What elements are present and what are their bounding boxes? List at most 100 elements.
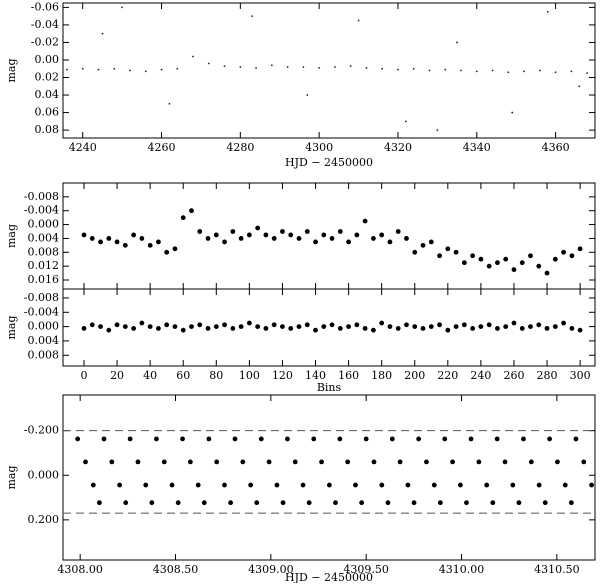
data-point [428,239,434,245]
data-point [470,253,476,259]
x-tick-label: 180 [371,369,392,382]
data-point [428,324,434,330]
data-point [296,324,302,330]
data-point [296,236,302,241]
data-point [573,436,579,442]
data-point [195,482,201,488]
data-point [456,41,458,44]
data-point [404,322,409,328]
data-point [122,324,128,330]
data-point [478,324,484,330]
data-point [424,459,429,465]
data-point [214,459,220,465]
data-point [333,500,338,506]
data-point [349,65,352,68]
data-point [304,322,310,328]
x-tick-label: 0 [81,369,88,382]
data-point [172,246,178,252]
data-point [123,500,129,506]
data-point [552,324,558,330]
y-tick-label: -0.008 [24,291,59,304]
data-point [205,236,211,241]
data-point [83,459,88,465]
data-point [502,459,508,465]
data-point [491,69,494,72]
data-point [251,15,254,18]
data-point [280,229,285,234]
y-tick-label: -0.06 [31,0,59,13]
data-point [589,482,594,488]
data-point [470,325,476,331]
data-point [131,232,137,238]
data-point [313,327,318,333]
data-point [387,239,393,245]
data-point [457,482,463,488]
data-point [464,500,469,506]
data-point [395,229,401,234]
data-point [144,70,147,73]
x-tick-label: 4309.00 [248,563,294,576]
data-point [176,67,179,70]
x-tick-label: 260 [503,369,524,382]
data-point [397,68,399,71]
data-point [444,68,447,71]
data-point [285,436,290,442]
data-point [453,249,459,255]
data-point [577,246,583,252]
data-point [255,66,257,69]
data-point [232,436,238,442]
data-point [205,325,211,331]
data-point [306,94,309,96]
data-point [581,459,587,465]
data-point [450,459,455,465]
data-point [321,324,327,330]
data-point [318,66,321,69]
plot-frame [62,182,596,290]
data-point [129,69,131,72]
x-tick-label: 4340 [463,141,491,154]
data-point [81,232,87,238]
x-tick-label: 140 [305,369,326,382]
data-point [292,459,298,465]
data-point [516,500,522,506]
data-point [586,72,589,75]
x-tick-label: 280 [537,369,558,382]
x-axis-label: HJD − 2450000 [285,156,373,169]
data-point [363,436,369,442]
data-point [139,236,145,241]
data-point [371,236,376,241]
x-tick-label: 40 [143,369,157,382]
y-tick-label: 0.06 [35,106,60,119]
data-point [122,242,128,248]
y-tick-label: 0.000 [28,218,60,231]
data-point [238,324,244,330]
y-tick-label: 0.008 [28,245,60,258]
data-point [337,325,343,331]
data-point [544,270,550,276]
data-point [365,66,368,69]
data-point [81,67,84,70]
data-point [546,10,549,13]
data-point [511,267,517,273]
plot-frame [62,288,596,367]
data-point [180,215,186,221]
data-point [511,320,517,326]
data-point [404,236,409,241]
x-tick-label: 4300 [305,141,333,154]
y-tick-label: -0.04 [31,18,59,31]
x-tick-label: 4309.50 [343,563,389,576]
x-tick-label: 300 [570,369,591,382]
data-point [552,256,558,262]
data-point [160,68,163,71]
data-point [511,111,514,114]
data-point [536,322,542,328]
data-point [180,436,185,442]
data-point [389,436,395,442]
data-point [89,322,95,328]
data-point [288,325,294,331]
y-tick-label: 0.012 [28,259,60,272]
data-point [172,324,178,330]
x-tick-label: 60 [176,369,190,382]
data-point [379,232,385,238]
data-point [362,325,368,331]
